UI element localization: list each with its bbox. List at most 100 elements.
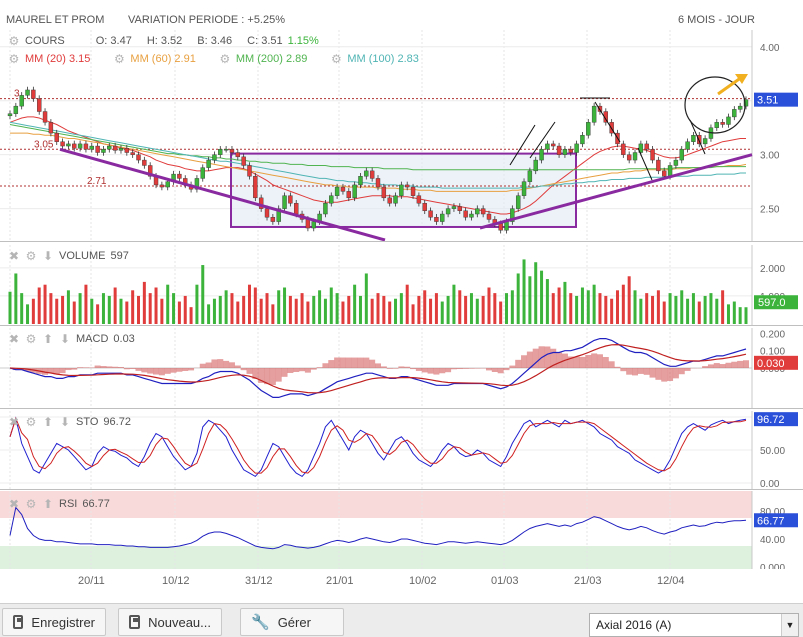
- volume-bar: [464, 295, 468, 324]
- volume-bar: [610, 298, 614, 324]
- period-selector[interactable]: 6 MOIS - JOUR: [677, 14, 755, 26]
- trend-arrow-head: [735, 74, 748, 84]
- candle-body: [101, 149, 106, 153]
- chevron-down-icon[interactable]: ▼: [781, 614, 798, 636]
- gear-icon[interactable]: ⚙: [25, 415, 37, 429]
- arrow-down-icon[interactable]: ⬇: [59, 332, 71, 346]
- macd-histogram-bar: [672, 368, 679, 379]
- volume-bar: [259, 298, 263, 324]
- price-legend-row2: ⚙ MM (20) 3.15 ⚙ MM (60) 2.91 ⚙ MM (200)…: [8, 51, 419, 67]
- close-icon[interactable]: ✖: [8, 249, 20, 263]
- gear-icon[interactable]: ⚙: [219, 52, 231, 66]
- value-badge-text: 597.0: [758, 297, 786, 309]
- save-button[interactable]: Enregistrer: [2, 608, 106, 636]
- arrow-up-icon[interactable]: ⬆: [42, 497, 54, 511]
- close-icon[interactable]: ✖: [8, 332, 20, 346]
- candle-body: [626, 154, 632, 161]
- gear-icon[interactable]: ⚙: [114, 52, 125, 66]
- volume-bar: [306, 301, 310, 324]
- arrow-down-icon[interactable]: ⬇: [42, 249, 54, 263]
- arrow-down-icon[interactable]: ⬇: [59, 415, 71, 429]
- close-icon[interactable]: ✖: [8, 497, 20, 511]
- candle-body: [241, 156, 246, 166]
- candle-body: [206, 159, 211, 168]
- volume-bar: [131, 290, 135, 324]
- candle-body: [732, 109, 737, 118]
- candle-body: [42, 111, 48, 123]
- gear-icon[interactable]: ⚙: [25, 497, 37, 511]
- macd-histogram-bar: [544, 346, 551, 368]
- gear-icon[interactable]: ⚙: [330, 52, 342, 66]
- save-icon: [13, 615, 24, 629]
- macd-histogram-bar: [281, 368, 288, 377]
- macd-histogram-bar: [667, 368, 674, 381]
- candle-body: [66, 143, 71, 147]
- volume-bar: [26, 304, 30, 324]
- candle-body: [422, 203, 427, 211]
- volume-bar: [458, 290, 462, 324]
- volume-bar: [271, 304, 275, 324]
- volume-bar: [207, 304, 211, 324]
- gear-icon[interactable]: ⚙: [8, 52, 20, 66]
- close-icon[interactable]: ✖: [8, 415, 20, 429]
- macd-histogram-bar: [363, 357, 370, 368]
- manage-button[interactable]: 🔧 Gérer: [240, 608, 344, 636]
- macd-histogram-bar: [369, 359, 376, 368]
- value-badge-text: 3.51: [757, 95, 778, 107]
- gear-icon[interactable]: ⚙: [25, 332, 37, 346]
- gear-icon[interactable]: ⚙: [8, 34, 20, 48]
- mm20-label: MM (20) 3.15: [25, 53, 91, 65]
- candle-body: [124, 148, 130, 153]
- macd-histogram-bar: [643, 368, 650, 375]
- macd-histogram-bar: [573, 356, 580, 368]
- candle-body: [352, 184, 357, 199]
- volume-bar: [569, 293, 573, 324]
- trendline-up: [479, 153, 753, 230]
- volume-bar: [639, 298, 643, 324]
- volume-bar: [668, 293, 672, 324]
- volume-bar: [31, 298, 35, 324]
- candle-body: [375, 178, 381, 188]
- macd-histogram-bar: [725, 362, 732, 368]
- y-tick-label: 0.100: [760, 347, 785, 358]
- candle-body: [697, 135, 702, 145]
- annotation-line: [529, 121, 556, 159]
- macd-histogram-bar: [427, 368, 434, 374]
- cours-label: COURS: [25, 35, 65, 47]
- volume-bar: [66, 290, 70, 324]
- annotation-line: [637, 147, 653, 181]
- price-chart: 4.003.503.002.503.3.052.713.51: [0, 30, 798, 241]
- arrow-up-icon[interactable]: ⬆: [42, 415, 54, 429]
- macd-histogram-bar: [316, 367, 323, 368]
- volume-title: ✖ ⚙ ⬇ VOLUME 597: [8, 248, 129, 264]
- candle-body: [159, 184, 165, 188]
- candle-body: [358, 176, 363, 186]
- x-tick-label: 20/11: [78, 575, 105, 587]
- candle-body: [276, 208, 281, 222]
- value-badge: [754, 295, 798, 310]
- x-axis: 20/11 10/12 31/12 21/01 10/02 01/03 21/03 12/04: [78, 575, 685, 587]
- volume-bar: [715, 298, 719, 324]
- macd-histogram-bar: [392, 368, 399, 369]
- y-tick-label: 40.00: [760, 535, 785, 546]
- volume-bar: [265, 293, 269, 324]
- template-value: Axial 2016 (A): [596, 618, 672, 632]
- volume-bar: [621, 284, 625, 324]
- macd-histogram-bar: [415, 368, 422, 371]
- candle-body: [650, 149, 655, 161]
- candle-body: [95, 145, 100, 153]
- new-button[interactable]: Nouveau...: [118, 608, 222, 636]
- volume-bar: [335, 293, 339, 324]
- candle-body: [574, 143, 579, 153]
- template-select[interactable]: Axial 2016 (A) ▼: [589, 613, 799, 637]
- macd-histogram-bar: [47, 368, 54, 374]
- macd-histogram-bar: [509, 365, 516, 368]
- annotation-line: [509, 124, 536, 166]
- macd-histogram-bar: [632, 368, 639, 376]
- gear-icon[interactable]: ⚙: [25, 249, 37, 263]
- candle-body: [381, 186, 387, 199]
- macd-histogram-bar: [234, 365, 241, 368]
- new-label: Nouveau...: [148, 614, 211, 630]
- arrow-up-icon[interactable]: ⬆: [42, 332, 54, 346]
- candle-body: [264, 208, 270, 218]
